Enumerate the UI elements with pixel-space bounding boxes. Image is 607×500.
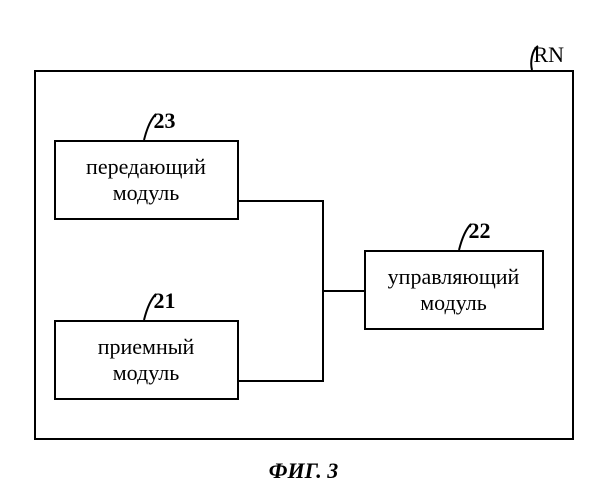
figure-caption: ФИГ. 3 <box>20 458 587 484</box>
control-module-number: 22 <box>469 218 491 244</box>
receive-module-label: приемныймодуль <box>98 334 195 387</box>
receive-module-number: 21 <box>154 288 176 314</box>
control-module-label: управляющиймодуль <box>388 264 520 317</box>
connector-line <box>322 290 364 292</box>
transmit-module-number: 23 <box>154 108 176 134</box>
diagram-container: RN передающиймодуль 23 приемныймодуль 21… <box>24 40 584 450</box>
connector-line <box>239 200 324 202</box>
control-module-box: управляющиймодуль <box>364 250 544 330</box>
rn-label: RN <box>534 42 565 68</box>
connector-line <box>239 380 324 382</box>
receive-module-box: приемныймодуль <box>54 320 239 400</box>
transmit-module-box: передающиймодуль <box>54 140 239 220</box>
transmit-module-label: передающиймодуль <box>86 154 206 207</box>
